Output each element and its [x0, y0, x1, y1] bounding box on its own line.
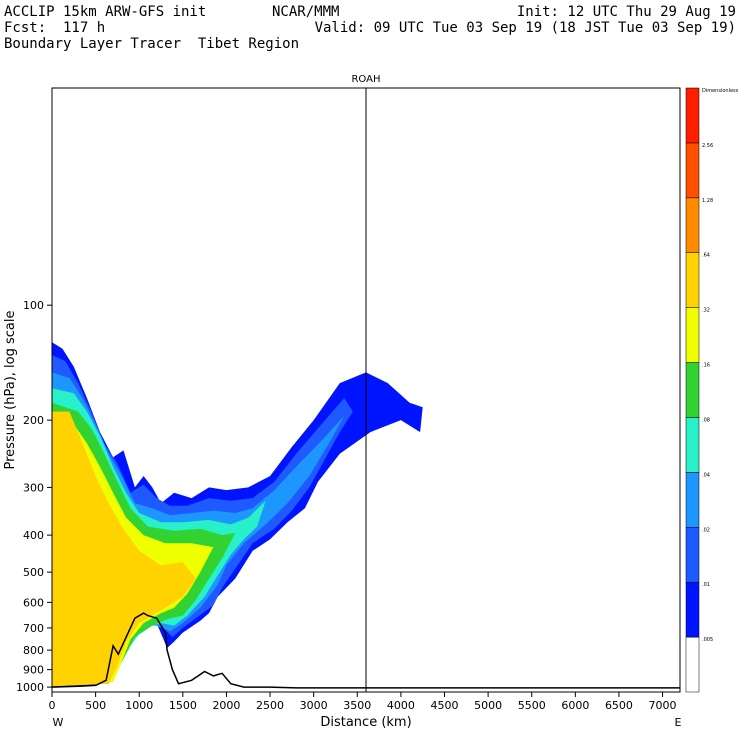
x-tick-label: 5500	[518, 699, 546, 712]
x-tick-label: 0	[49, 699, 56, 712]
colorbar-label: 1.28	[702, 198, 713, 204]
x-axis-label: Distance (km)	[320, 715, 411, 730]
colorbar-swatch	[685, 87, 700, 144]
colorbar-swatch	[685, 362, 700, 418]
x-tick-label: 6500	[605, 699, 633, 712]
x-tick-label: 7000	[649, 699, 677, 712]
header-left-line3: Boundary Layer Tracer Tibet Region	[4, 36, 300, 52]
header-left-line1: ACCLIP 15km ARW-GFS init	[4, 4, 207, 20]
terrain-line	[51, 612, 680, 689]
header-left-line2: Fcst: 117 h	[4, 20, 106, 36]
colorbar-label: .04	[702, 472, 710, 478]
colorbar-swatch	[685, 527, 700, 583]
colorbar-swatch	[685, 307, 700, 363]
colorbar-swatch	[685, 472, 700, 528]
y-tick-label: 500	[23, 566, 44, 579]
y-tick-label: 700	[23, 622, 44, 635]
colorbar-label: .32	[702, 308, 710, 314]
y-tick-label: 1000	[16, 681, 44, 694]
x-tick-label: 2000	[212, 699, 240, 712]
x-tick-label: 2500	[256, 699, 284, 712]
header-right-line1: Init: 12 UTC Thu 29 Aug 19	[516, 4, 736, 20]
x-end-label-west: W	[53, 716, 64, 729]
x-end-label-east: E	[675, 716, 682, 729]
colorbar-swatch	[685, 581, 700, 638]
x-tick-label: 1500	[169, 699, 197, 712]
y-tick-label: 200	[23, 414, 44, 427]
colorbar-label: Dimensionless	[702, 88, 739, 94]
marker-label: ROAH	[351, 74, 380, 85]
x-tick-label: 5000	[474, 699, 502, 712]
y-tick-label: 300	[23, 481, 44, 494]
y-axis-label: Pressure (hPa), log scale	[3, 311, 18, 470]
header-right-line2: Valid: 09 UTC Tue 03 Sep 19 (18 JST Tue …	[314, 20, 736, 36]
colorbar-label: .64	[702, 253, 710, 259]
contour-fill-64	[52, 411, 196, 687]
x-tick-label: 4000	[387, 699, 415, 712]
y-tick-label: 900	[23, 664, 44, 677]
plot-frame	[51, 87, 681, 693]
colorbar-label: .08	[702, 417, 710, 423]
y-tick-label: 100	[23, 299, 44, 312]
y-tick-label: 600	[23, 596, 44, 609]
x-tick-label: 1000	[125, 699, 153, 712]
colorbar-swatch	[685, 142, 700, 199]
header-center-line1: NCAR/MMM	[272, 4, 340, 20]
x-tick-label: 3000	[300, 699, 328, 712]
x-tick-label: 500	[85, 699, 106, 712]
x-tick-label: 4500	[431, 699, 459, 712]
x-tick-label: 3500	[343, 699, 371, 712]
colorbar-swatch	[685, 636, 700, 693]
colorbar-label: .01	[702, 582, 710, 588]
y-tick-label: 800	[23, 644, 44, 657]
colorbar-swatch	[685, 197, 700, 253]
colorbar-label: .005	[702, 637, 713, 643]
colorbar-label: .16	[702, 363, 710, 369]
colorbar-label: 2.56	[702, 143, 713, 149]
colorbar-swatch	[685, 417, 700, 473]
colorbar-swatch	[685, 252, 700, 308]
x-tick-label: 6000	[561, 699, 589, 712]
colorbar-label: .02	[702, 527, 710, 533]
y-tick-label: 400	[23, 529, 44, 542]
